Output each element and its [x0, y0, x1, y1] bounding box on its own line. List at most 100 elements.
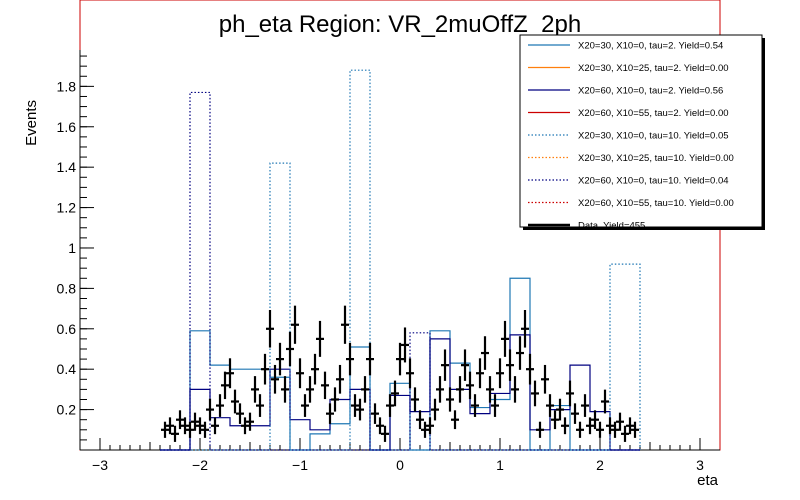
data-point	[476, 358, 484, 389]
data-point	[286, 331, 294, 367]
data-point	[566, 380, 574, 407]
data-point	[421, 421, 429, 438]
x-axis-label: eta	[697, 472, 719, 489]
data-point	[336, 364, 344, 394]
data-point	[326, 403, 334, 424]
data-point	[531, 380, 539, 407]
data-point	[551, 410, 559, 430]
data-point	[426, 417, 434, 435]
data-point	[211, 417, 219, 435]
data-point	[186, 421, 194, 438]
data-point	[176, 410, 184, 430]
data-point	[311, 353, 319, 385]
chart-title: ph_eta Region: VR_2muOffZ_2ph	[219, 11, 581, 38]
data-point	[241, 417, 249, 435]
data-point	[436, 376, 444, 403]
data-point	[331, 387, 339, 412]
legend-entry: X20=30, X10=25, tau=10. Yield=0.00	[578, 153, 734, 164]
data-point	[541, 364, 549, 394]
data-point	[196, 417, 204, 435]
data-point	[266, 310, 274, 348]
data-point	[341, 305, 349, 344]
data-point	[191, 412, 199, 431]
data-point	[246, 412, 254, 431]
data-point	[536, 421, 544, 438]
legend-entry: X20=60, X10=0, tau=2. Yield=0.56	[578, 86, 723, 97]
data-point	[251, 376, 259, 403]
legend-entry: Data. Yield=455	[578, 221, 645, 232]
data-point	[216, 394, 224, 417]
data-point	[386, 394, 394, 417]
data-point	[626, 417, 634, 435]
data-point	[391, 380, 399, 407]
data-point	[526, 353, 534, 385]
data-point	[451, 410, 459, 430]
x-tick-label: 3	[696, 457, 704, 473]
legend-entry: X20=60, X10=55, tau=2. Yield=0.00	[578, 108, 729, 119]
y-axis-label: Events	[23, 100, 40, 146]
data-point	[586, 417, 594, 435]
data-point	[441, 349, 449, 381]
data-point	[181, 417, 189, 435]
data-point	[361, 376, 369, 403]
data-point	[226, 358, 234, 389]
data-point	[521, 310, 529, 348]
legend-entry: X20=60, X10=55, tau=10. Yield=0.00	[578, 198, 734, 209]
x-tick-label: 2	[596, 457, 604, 473]
data-point	[471, 394, 479, 417]
legend-entry: X20=30, X10=0, tau=10. Yield=0.05	[578, 131, 729, 142]
data-point	[596, 421, 604, 438]
data-point	[161, 421, 169, 438]
data-point	[401, 327, 409, 363]
x-tick-label: −1	[292, 457, 308, 473]
legend: X20=30, X10=0, tau=2. Yield=0.54 X20=30, …	[519, 34, 765, 232]
x-tick-label: −2	[192, 457, 208, 473]
data-point	[621, 425, 629, 442]
data-point	[221, 371, 229, 400]
data-point	[546, 394, 554, 417]
y-tick-label: 1.6	[57, 119, 77, 135]
data-point	[491, 394, 499, 417]
data-point	[516, 336, 524, 370]
data-point	[351, 394, 359, 417]
data-point	[611, 421, 619, 438]
data-point	[631, 421, 639, 438]
data-point	[356, 398, 364, 421]
data-point	[261, 353, 269, 385]
data-point	[616, 412, 624, 431]
data-point	[496, 358, 504, 389]
data-point	[316, 320, 324, 357]
data-point	[591, 410, 599, 430]
data-point	[346, 342, 354, 376]
data-point	[281, 376, 289, 403]
data-point	[371, 403, 379, 424]
data-point	[291, 305, 299, 344]
data-point	[236, 403, 244, 424]
legend-entry: X20=30, X10=25, tau=2. Yield=0.00	[578, 63, 729, 74]
data-point	[321, 371, 329, 400]
data-point	[576, 421, 584, 438]
data-point	[256, 394, 264, 417]
data-point	[301, 394, 309, 417]
data-point	[376, 417, 384, 435]
data-point	[381, 425, 389, 442]
data-point	[601, 389, 609, 414]
y-tick-label: 1.4	[57, 159, 77, 175]
y-tick-label: 0.2	[57, 402, 77, 418]
data-point	[396, 342, 404, 376]
data-point	[506, 349, 514, 381]
y-tick-label: 1	[68, 240, 76, 256]
data-point	[166, 417, 174, 435]
data-point	[366, 342, 374, 376]
data-point	[271, 364, 279, 394]
x-tick-label: 1	[496, 457, 504, 473]
y-tick-label: 0.8	[57, 280, 77, 296]
data-point	[306, 376, 314, 403]
y-tick-label: 1.8	[57, 78, 77, 94]
data-point	[296, 358, 304, 389]
data-point	[231, 389, 239, 414]
data-point	[276, 342, 284, 376]
data-point	[571, 403, 579, 424]
legend-entry: X20=60, X10=0, tau=10. Yield=0.04	[578, 176, 729, 187]
